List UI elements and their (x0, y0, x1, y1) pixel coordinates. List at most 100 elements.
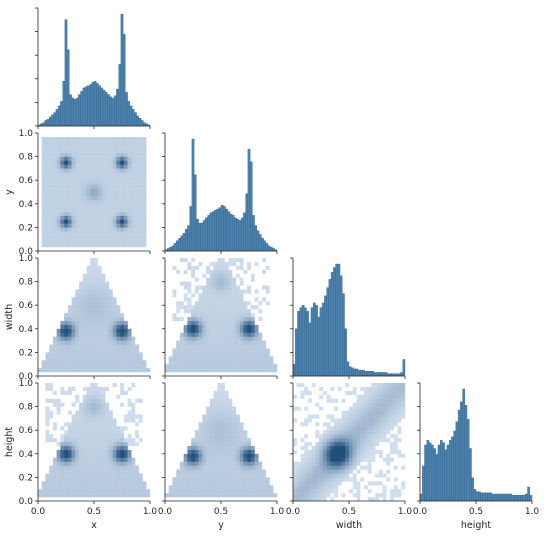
density-cell-height-width (345, 434, 350, 439)
density-cell-width-x (79, 281, 83, 286)
density-cell-height-x (86, 493, 91, 498)
density-cell-height-x (90, 434, 95, 439)
density-cell-width-y (217, 277, 222, 282)
density-cell-height-width (382, 410, 387, 415)
density-cell-height-width (371, 430, 376, 435)
density-cell-y-x (79, 219, 83, 224)
density-cell-height-x (108, 449, 113, 454)
density-cell-y-x (60, 144, 65, 149)
density-cell-height-width (360, 418, 365, 423)
x-tick-label-x: 1.0 (143, 507, 158, 517)
density-cell-y-x (64, 223, 69, 228)
density-cell-height-x (52, 481, 57, 486)
density-cell-height-width (334, 477, 338, 482)
density-cell-height-width (367, 394, 372, 399)
hist-bar-width (364, 371, 368, 377)
density-cell-y-x (138, 168, 143, 173)
density-cell-width-y (224, 368, 229, 373)
density-cell-height-y (194, 434, 199, 439)
density-cell-height-width (363, 406, 368, 411)
density-cell-height-width (304, 442, 309, 447)
density-cell-height-x (94, 434, 98, 439)
density-cell-height-x (86, 445, 91, 451)
density-cell-height-y (235, 461, 240, 466)
density-cell-y-x (41, 231, 46, 236)
density-cell-y-x (75, 148, 80, 153)
density-cell-y-x (86, 223, 91, 228)
density-cell-width-y (187, 328, 192, 333)
density-cell-height-y (176, 469, 181, 474)
density-cell-y-x (127, 207, 132, 212)
density-cell-height-width (363, 394, 368, 399)
density-cell-y-x (131, 192, 136, 197)
density-cell-height-width (319, 461, 324, 466)
density-cell-height-width (349, 445, 353, 451)
density-cell-y-x (131, 148, 136, 153)
density-cell-height-width (304, 418, 309, 423)
density-cell-height-x (105, 461, 110, 466)
density-cell-width-y (209, 305, 214, 310)
density-cell-width-y (206, 265, 210, 270)
density-cell-width-x (123, 324, 128, 329)
density-cell-height-y (254, 465, 259, 470)
density-cell-height-width (345, 461, 350, 466)
density-cell-width-x (56, 328, 61, 333)
density-cell-height-width (375, 438, 380, 443)
density-cell-width-y (247, 360, 252, 365)
density-cell-width-y (217, 258, 222, 263)
density-cell-height-x (49, 489, 54, 494)
density-cell-y-x (90, 172, 95, 177)
density-cell-y-x (86, 192, 91, 197)
density-cell-width-y (206, 344, 210, 349)
density-cell-height-y (213, 473, 218, 478)
density-cell-height-x (120, 465, 125, 470)
density-cell-height-width (397, 430, 402, 435)
density-cell-y-x (135, 235, 139, 240)
density-cell-y-x (112, 156, 117, 161)
density-cell-height-y (228, 426, 233, 431)
density-cell-height-x (112, 485, 117, 490)
density-cell-height-y (179, 469, 184, 474)
density-cell-y-x (60, 227, 65, 232)
density-cell-height-x (75, 394, 80, 399)
density-cell-height-y (213, 398, 218, 403)
density-cell-width-y (217, 336, 222, 341)
density-cell-y-x (135, 156, 139, 161)
density-cell-width-x (75, 320, 80, 326)
density-cell-width-x (75, 317, 80, 322)
density-cell-height-x (71, 489, 76, 494)
density-cell-height-width (367, 398, 372, 403)
density-cell-y-x (108, 239, 113, 244)
density-cell-width-x (90, 320, 95, 326)
density-cell-width-y (232, 328, 237, 333)
density-cell-width-x (108, 340, 113, 345)
density-cell-width-y (191, 336, 196, 341)
density-cell-width-y (250, 328, 255, 333)
density-cell-height-width (382, 390, 387, 395)
density-cell-height-x (135, 481, 139, 486)
hist-bar-height (495, 493, 499, 502)
density-cell-height-width (330, 449, 335, 454)
density-cell-height-y (228, 422, 233, 427)
density-cell-height-width (397, 414, 402, 419)
density-cell-y-x (82, 140, 87, 145)
density-cell-height-x (101, 430, 106, 435)
density-cell-height-x (82, 414, 87, 419)
density-cell-width-y (168, 368, 173, 373)
density-cell-y-x (123, 160, 128, 165)
density-cell-y-x (86, 184, 91, 189)
density-cell-height-width (322, 485, 327, 490)
density-cell-y-x (120, 164, 125, 169)
density-cell-y-x (86, 172, 91, 177)
density-cell-height-x (108, 453, 113, 458)
density-cell-height-x (71, 402, 76, 407)
density-cell-height-width (378, 398, 383, 403)
density-cell-y-x (127, 188, 132, 193)
density-cell-height-x (49, 485, 54, 490)
density-cell-width-x (123, 344, 128, 349)
density-cell-height-width (371, 449, 376, 454)
density-cell-y-x (105, 215, 110, 220)
density-cell-width-x (112, 348, 117, 353)
hist-bar-width (402, 359, 406, 377)
density-cell-height-y (258, 477, 263, 482)
